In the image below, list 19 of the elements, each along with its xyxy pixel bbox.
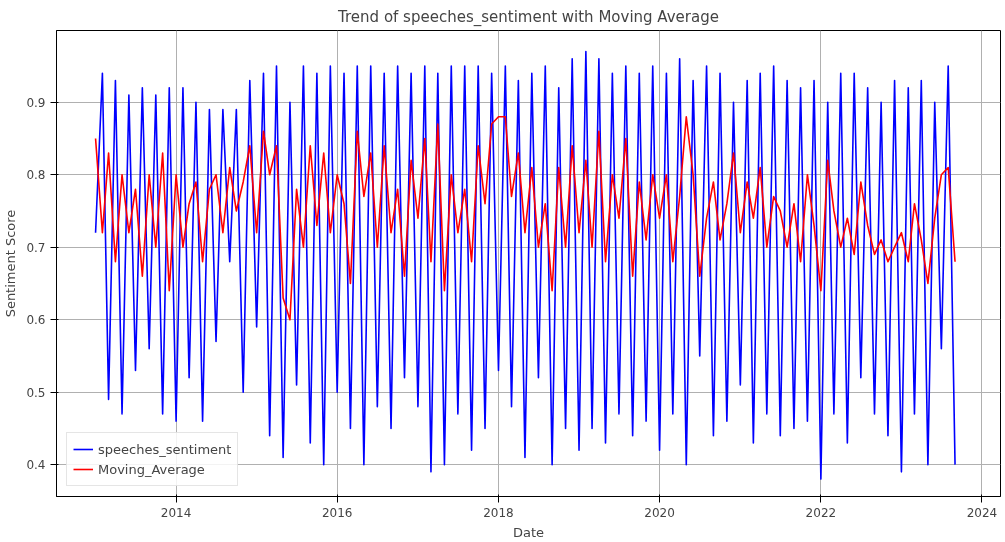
x-tick-label: 2020 bbox=[644, 505, 675, 520]
line-series bbox=[94, 115, 956, 321]
x-tick-label: 2014 bbox=[160, 505, 192, 520]
y-tick-label: 0.6 bbox=[26, 313, 46, 328]
x-tick-label: 2018 bbox=[483, 505, 514, 520]
chart-title: Trend of speeches_sentiment with Moving Average bbox=[337, 7, 719, 27]
y-tick-label: 0.9 bbox=[26, 95, 46, 110]
x-tick-label: 2022 bbox=[805, 505, 837, 520]
y-tick-label: 0.7 bbox=[26, 240, 46, 255]
x-axis-title: Date bbox=[512, 524, 545, 540]
y-tick-label: 0.4 bbox=[26, 458, 46, 473]
y-tick-label: 0.8 bbox=[26, 168, 46, 183]
x-tick-label: 2016 bbox=[321, 505, 353, 520]
y-axis-title: Sentiment Score bbox=[3, 209, 19, 318]
line-series bbox=[94, 50, 956, 480]
x-tick-label: 2024 bbox=[966, 505, 998, 520]
legend-label: speeches_sentiment bbox=[98, 441, 232, 457]
legend-label: Moving_Average bbox=[98, 461, 205, 477]
y-tick-label: 0.5 bbox=[26, 385, 46, 400]
